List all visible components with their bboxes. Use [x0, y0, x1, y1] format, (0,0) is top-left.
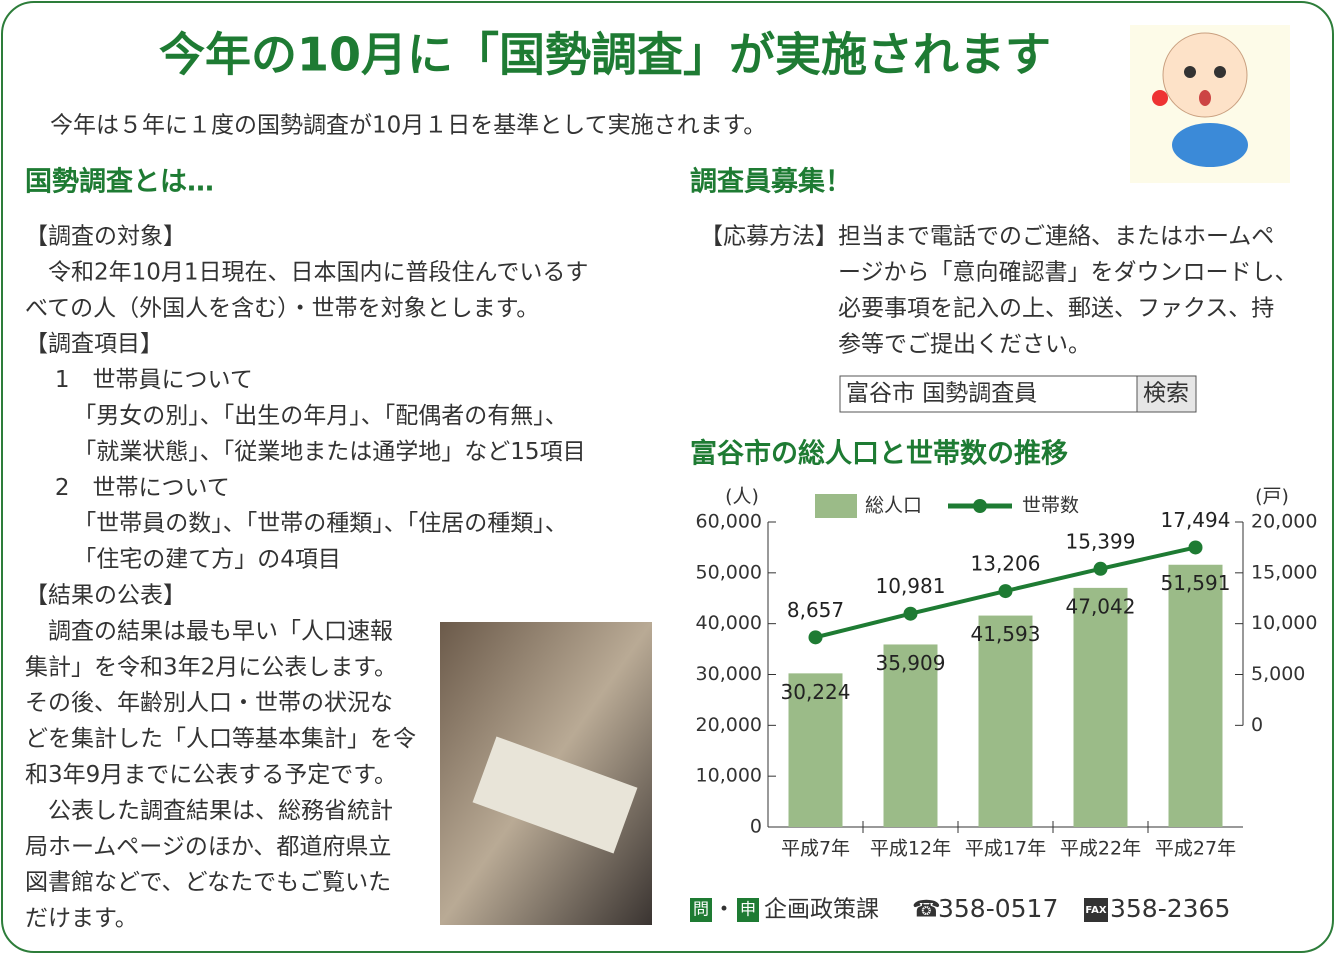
tel: 358-0517 — [938, 894, 1058, 923]
y2-tick-label: 10,000 — [1251, 612, 1317, 634]
body-line: 集計」を令和3年2月に公表します。 — [25, 654, 397, 680]
body-line: 【調査項目】 — [25, 331, 163, 357]
body-line: 図書館などで、どなたでもご覧いた — [25, 870, 391, 896]
body-line: 公表した調査結果は、総務省統計 — [48, 798, 393, 824]
x-tick-label: 平成7年 — [781, 838, 850, 860]
y2-unit: (戸) — [1255, 486, 1289, 508]
y2-tick-label: 5,000 — [1251, 663, 1305, 685]
line-value-label: 10,981 — [876, 574, 946, 598]
bar — [883, 644, 938, 827]
body-line: 局ホームページのほか、都道府県立 — [25, 834, 391, 860]
body-line: その後、年齢別人口・世帯の状況な — [25, 690, 393, 716]
line-point — [808, 630, 823, 645]
body-line: べての人（外国人を含む）・世帯を対象とします。 — [25, 295, 539, 321]
line-value-label: 8,657 — [787, 598, 844, 622]
legend-label: 世帯数 — [1022, 495, 1079, 517]
x-tick-label: 平成27年 — [1155, 838, 1236, 860]
search-query: 富谷市 国勢調査員 — [846, 381, 1037, 407]
ask-icon-bg — [690, 898, 712, 922]
body-line: 【調査の対象】 — [25, 224, 186, 250]
y2-tick-label: 20,000 — [1251, 511, 1317, 533]
x-tick-label: 平成22年 — [1060, 838, 1141, 860]
bar-value-label: 41,593 — [971, 622, 1041, 646]
x-tick-label: 平成12年 — [870, 838, 951, 860]
y-tick-label: 60,000 — [696, 511, 762, 533]
search-button[interactable] — [1136, 375, 1197, 413]
body-line: 令和2年10月1日現在、日本国内に普段住んでいるす — [48, 259, 588, 285]
ask-icon: 問 — [693, 900, 709, 919]
line-value-label: 17,494 — [1161, 508, 1231, 532]
bar — [1168, 564, 1223, 827]
legend-label: 総人口 — [865, 495, 922, 517]
y-tick-label: 0 — [750, 816, 762, 838]
body-line: 調査の結果は最も早い「人口速報 — [48, 618, 393, 644]
line-point — [903, 606, 918, 621]
apply-icon: 申 — [740, 900, 756, 919]
body-line: どを集計した「人口等基本集計」を令 — [25, 726, 416, 752]
line-value-label: 15,399 — [1066, 529, 1136, 553]
apply-label: 【応募方法】 — [700, 224, 838, 250]
search-button-label: 検索 — [1143, 381, 1189, 407]
bar — [788, 673, 843, 827]
body-line: だけます。 — [25, 906, 138, 932]
body-line: 2 世帯について — [55, 475, 230, 501]
y-tick-label: 40,000 — [696, 612, 762, 634]
bar-value-label: 47,042 — [1066, 594, 1136, 618]
legend-swatch — [815, 494, 857, 518]
body-line: 「男女の別」、「出生の年月」、「配偶者の有無」、 — [73, 403, 568, 429]
tel-icon: ☎ — [912, 897, 941, 923]
y-tick-label: 20,000 — [696, 714, 762, 736]
line-point — [1093, 561, 1108, 576]
department: 企画政策課 — [764, 897, 879, 923]
body-line: ージから「意向確認書」をダウンロードし、 — [838, 260, 1298, 286]
search-box[interactable] — [839, 375, 1138, 413]
y-tick-label: 30,000 — [696, 663, 762, 685]
bar-value-label: 51,591 — [1161, 571, 1231, 595]
body-line: 参等でご提出ください。 — [838, 332, 1091, 358]
fax-icon-bg — [1084, 898, 1108, 922]
left-heading: 国勢調査とは… — [25, 166, 214, 198]
chart-title: 富谷市の総人口と世帯数の推移 — [690, 438, 1068, 470]
body-line: 1 世帯員について — [55, 367, 253, 393]
body-line: 「住宅の建て方」の4項目 — [73, 547, 341, 573]
right-heading: 調査員募集！ — [690, 166, 852, 198]
body-line: 「就業状態」、「従業地または通学地」など15項目 — [73, 439, 585, 465]
photo — [440, 622, 652, 925]
y-tick-label: 50,000 — [696, 561, 762, 583]
baby-illustration — [1130, 25, 1290, 183]
bar-value-label: 35,909 — [876, 651, 946, 675]
title: 今年の10月に「国勢調査」が実施されます — [159, 28, 1051, 82]
body-line: 和3年9月までに公表する予定です。 — [25, 762, 397, 788]
apply-icon-bg — [737, 898, 759, 922]
body-line: 「世帯員の数」、「世帯の種類」、「住居の種類」、 — [73, 511, 568, 537]
fax-icon: FAX — [1085, 905, 1106, 916]
bar-value-label: 30,224 — [781, 680, 851, 704]
y2-tick-label: 15,000 — [1251, 561, 1317, 583]
y-tick-label: 10,000 — [696, 765, 762, 787]
bar — [978, 615, 1033, 827]
y-unit: (人) — [725, 486, 759, 508]
y2-tick-label: 0 — [1251, 714, 1263, 736]
legend-swatch — [973, 499, 987, 513]
fax: 358-2365 — [1110, 894, 1230, 923]
bar — [1073, 587, 1128, 827]
line-point — [998, 584, 1013, 599]
body-line: 担当まで電話でのご連絡、またはホームペ — [838, 224, 1274, 250]
body-line: 必要事項を記入の上、郵送、ファクス、持 — [838, 296, 1274, 322]
line-value-label: 13,206 — [971, 552, 1041, 576]
line-point — [1188, 540, 1203, 555]
intro: 今年は５年に１度の国勢調査が10月１日を基準として実施されます。 — [50, 113, 766, 139]
separator: ・ — [713, 897, 736, 923]
body-line: 【結果の公表】 — [25, 583, 186, 609]
x-tick-label: 平成17年 — [965, 838, 1046, 860]
